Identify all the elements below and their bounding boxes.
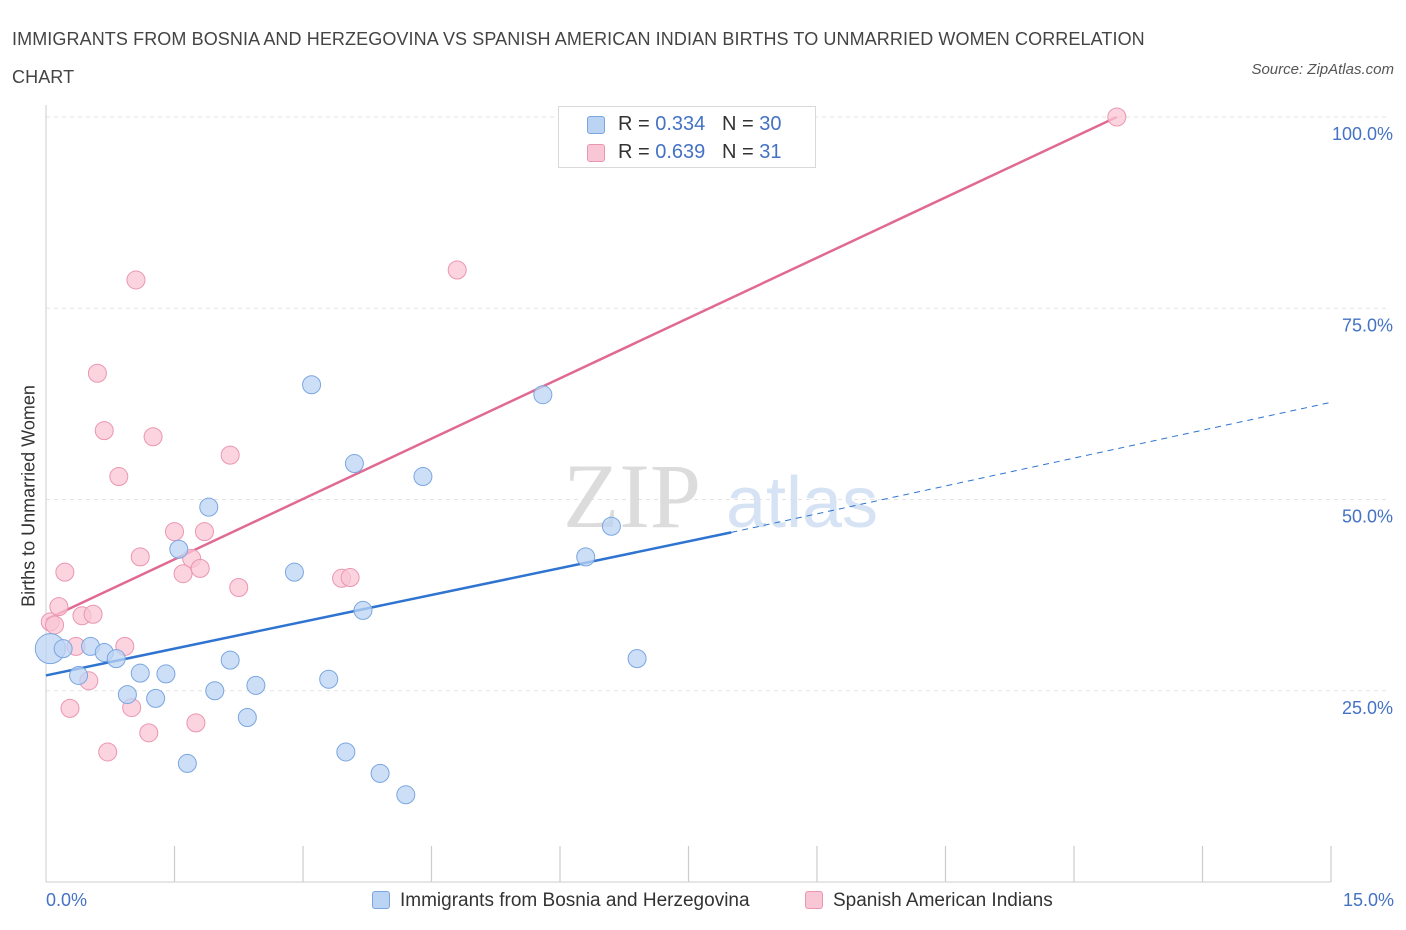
legend-r-label: R = bbox=[618, 141, 656, 163]
data-point-spanish-american-indians bbox=[60, 698, 80, 718]
legend-item-spanish-american-indians: Spanish American Indians bbox=[805, 890, 1053, 912]
data-point-bosnia bbox=[117, 685, 137, 705]
data-point-spanish-american-indians bbox=[83, 604, 103, 624]
data-point-spanish-american-indians bbox=[87, 363, 107, 383]
data-point-bosnia bbox=[130, 663, 150, 683]
y-tick-label: 75.0% bbox=[1342, 315, 1393, 335]
data-point-spanish-american-indians bbox=[1107, 107, 1127, 127]
grid-layer bbox=[46, 116, 1390, 692]
data-point-bosnia bbox=[336, 742, 356, 762]
data-point-spanish-american-indians bbox=[173, 564, 193, 584]
legend-label-bosnia: Immigrants from Bosnia and Herzegovina bbox=[400, 890, 750, 911]
data-point-spanish-american-indians bbox=[49, 597, 69, 617]
data-point-bosnia bbox=[246, 675, 266, 695]
data-point-bosnia bbox=[237, 708, 257, 728]
data-point-spanish-american-indians bbox=[55, 562, 75, 582]
data-point-spanish-american-indians bbox=[340, 568, 360, 588]
data-point-bosnia bbox=[156, 664, 176, 684]
data-point-spanish-american-indians bbox=[194, 522, 214, 542]
legend-row-blue: R = 0.334 N = 30 bbox=[559, 112, 781, 138]
data-point-bosnia bbox=[601, 516, 621, 536]
legend-item-bosnia: Immigrants from Bosnia and Herzegovina bbox=[372, 890, 750, 912]
data-point-spanish-american-indians bbox=[229, 577, 249, 597]
y-axis-label: Births to Unmarried Women bbox=[18, 385, 39, 607]
data-point-spanish-american-indians bbox=[447, 260, 467, 280]
data-point-bosnia bbox=[627, 649, 647, 669]
x-tick-label-min: 0.0% bbox=[46, 890, 88, 910]
data-point-bosnia bbox=[106, 649, 126, 669]
data-point-spanish-american-indians bbox=[139, 723, 159, 743]
y-tick-label: 50.0% bbox=[1342, 507, 1393, 527]
y-tick-labels: 25.0% 50.0% 75.0% 100.0% bbox=[1332, 124, 1393, 718]
legend-swatch-pink bbox=[587, 144, 605, 162]
x-tick-label-max: 15.0% bbox=[1342, 890, 1394, 910]
data-point-spanish-american-indians bbox=[98, 742, 118, 762]
legend-label-spanish-american-indians: Spanish American Indians bbox=[833, 890, 1053, 911]
data-point-bosnia bbox=[69, 665, 89, 685]
data-point-spanish-american-indians bbox=[126, 270, 146, 290]
legend-swatch-blue bbox=[372, 891, 390, 909]
correlation-legend: R = 0.334 N = 30 R = 0.639 N = 31 bbox=[558, 106, 816, 168]
data-point-bosnia bbox=[319, 669, 339, 689]
data-point-spanish-american-indians bbox=[130, 547, 150, 567]
y-tick-label: 25.0% bbox=[1342, 698, 1393, 718]
data-point-bosnia bbox=[576, 547, 596, 567]
legend-swatch-blue bbox=[587, 116, 605, 134]
data-point-bosnia bbox=[302, 375, 322, 395]
legend-r-value: 0.334 bbox=[655, 113, 706, 135]
data-point-spanish-american-indians bbox=[165, 522, 184, 542]
legend-n-label: N = bbox=[721, 113, 760, 135]
data-point-spanish-american-indians bbox=[190, 558, 210, 578]
data-point-bosnia bbox=[169, 539, 189, 559]
data-point-spanish-american-indians bbox=[220, 445, 240, 465]
legend-n-value: 31 bbox=[759, 141, 782, 163]
data-point-bosnia bbox=[353, 600, 373, 620]
data-point-bosnia bbox=[396, 785, 416, 805]
point-layer bbox=[34, 107, 1127, 805]
data-point-bosnia bbox=[220, 650, 240, 670]
data-point-spanish-american-indians bbox=[45, 615, 65, 635]
data-point-bosnia bbox=[533, 385, 553, 405]
watermark-zip: ZIP bbox=[563, 445, 701, 547]
data-point-spanish-american-indians bbox=[109, 467, 129, 487]
data-point-bosnia bbox=[205, 681, 225, 701]
trend-layer bbox=[45, 115, 1332, 677]
data-point-bosnia bbox=[370, 763, 390, 783]
legend-row-pink: R = 0.639 N = 31 bbox=[559, 140, 781, 166]
data-point-spanish-american-indians bbox=[143, 427, 163, 447]
y-tick-label: 100.0% bbox=[1332, 124, 1393, 144]
trend-line-spanish-american-indians bbox=[45, 115, 1118, 621]
watermark: ZIP atlas bbox=[563, 445, 878, 547]
trend-line-bosnia-extension bbox=[731, 401, 1332, 533]
source-label: Source: ZipAtlas.com bbox=[1251, 61, 1394, 78]
data-point-bosnia bbox=[146, 688, 166, 708]
axis-layer bbox=[45, 105, 1332, 883]
watermark-atlas: atlas bbox=[726, 463, 878, 543]
data-point-bosnia bbox=[53, 639, 73, 659]
data-point-bosnia bbox=[177, 753, 197, 773]
data-point-spanish-american-indians bbox=[186, 713, 206, 733]
chart-title: IMMIGRANTS FROM BOSNIA AND HERZEGOVINA V… bbox=[12, 29, 1145, 87]
legend-r-value: 0.639 bbox=[655, 141, 706, 163]
data-point-bosnia bbox=[413, 467, 433, 487]
data-point-bosnia bbox=[284, 562, 304, 582]
data-point-bosnia bbox=[344, 454, 364, 474]
legend-swatch-pink bbox=[805, 891, 823, 909]
trend-line-bosnia bbox=[45, 531, 732, 677]
data-point-spanish-american-indians bbox=[94, 421, 114, 441]
legend-n-value: 30 bbox=[759, 113, 782, 135]
legend-r-label: R = bbox=[618, 113, 656, 135]
data-point-bosnia bbox=[199, 497, 219, 517]
legend-n-label: N = bbox=[721, 141, 760, 163]
